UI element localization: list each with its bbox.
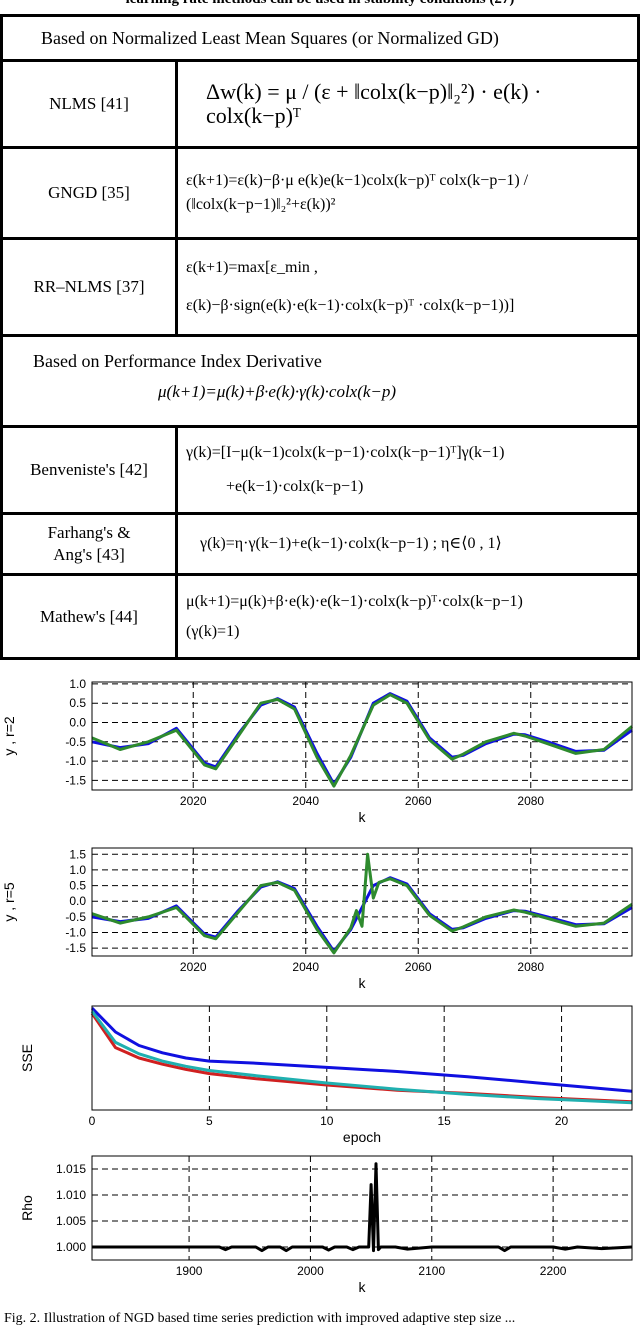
table-section-header: Based on Normalized Least Mean Squares (… bbox=[3, 17, 637, 59]
formula-text: ε(k+1)=ε(k)−β·μ e(k)e(k−1)colx(k−p)ᵀ col… bbox=[186, 172, 529, 213]
plot-frame bbox=[91, 1005, 633, 1111]
plot-frame bbox=[91, 1155, 633, 1261]
figure-caption: Fig. 2. Illustration of NGD based time s… bbox=[4, 1311, 516, 1325]
section-title: Based on Performance Index Derivative bbox=[33, 351, 322, 371]
x-axis-label: k bbox=[359, 1279, 367, 1295]
y-axis-label: y , r=5 bbox=[1, 882, 17, 922]
method-name: Mathew's [44] bbox=[3, 576, 175, 657]
top-caption: learning rate methods can be used in sta… bbox=[0, 0, 640, 8]
method-formula: ε(k+1)=ε(k)−β·μ e(k)e(k−1)colx(k−p)ᵀ col… bbox=[178, 149, 637, 237]
chart-svg: 2020 2040 2060 2080 1.5 1.0 0.50.0 -0.5 -1.0-1.5… bbox=[1, 847, 633, 991]
formula-line: ε(k+1)=max[ε_min , bbox=[186, 259, 318, 276]
y-tick-label: 1.010 bbox=[56, 1188, 86, 1202]
y-tick-label: 1.015 bbox=[56, 1162, 86, 1176]
formula-line: μ(k+1)=μ(k)+β·e(k)·e(k−1)·colx(k−p)ᵀ·col… bbox=[186, 592, 523, 610]
series-line bbox=[91, 852, 633, 955]
formula-line: +e(k−1)·colx(k−p−1) bbox=[226, 478, 364, 495]
x-tick-label: 2020 bbox=[180, 960, 207, 974]
method-name: GNGD [35] bbox=[3, 149, 175, 237]
x-tick-label: 2060 bbox=[405, 960, 432, 974]
y-tick-label: 0.0 bbox=[69, 894, 86, 908]
x-axis-label: k bbox=[359, 975, 367, 991]
method-name: Farhang's & Ang's [43] bbox=[3, 515, 175, 573]
y-tick-label: 0.5 bbox=[69, 879, 86, 893]
method-name: RR–NLMS [37] bbox=[3, 240, 175, 334]
chart-rho: 1900 2000 2100 2200 1.015 1.010 1.005 1.000 k Rho bbox=[0, 1150, 640, 1308]
x-axis-label: epoch bbox=[343, 1129, 381, 1145]
y-axis-label: Rho bbox=[19, 1195, 35, 1221]
x-tick-label: 20 bbox=[555, 1114, 569, 1128]
plot-frame bbox=[91, 681, 633, 791]
y-tick-label: -1.5 bbox=[65, 773, 86, 787]
chart-svg: 2020 2040 2060 2080 1.0 0.5 0.0 -0.5 -1.0 -1.5 k y … bbox=[1, 677, 633, 825]
method-name-line: Ang's [43] bbox=[53, 545, 125, 564]
table-section-header: Based on Performance Index Derivative μ(… bbox=[3, 337, 637, 425]
formula-text: Δw(k) = μ / (ε + ‖colx(k−p)‖₂²) · e(k) ·… bbox=[206, 79, 542, 128]
y-tick-label: -1.0 bbox=[65, 754, 86, 768]
section-formula: μ(k+1)=μ(k)+β·e(k)·γ(k)·colx(k−p) bbox=[158, 382, 397, 401]
x-tick-label: 2100 bbox=[418, 1264, 445, 1278]
x-tick-label: 2080 bbox=[517, 794, 544, 808]
method-formula: γ(k)=η·γ(k−1)+e(k−1)·colx(k−p−1) ; η∈⟨0 … bbox=[178, 515, 637, 573]
y-axis-label: SSE bbox=[19, 1044, 35, 1072]
y-tick-label: -0.5 bbox=[65, 910, 86, 924]
y-tick-label: 0.5 bbox=[69, 696, 86, 710]
series-line bbox=[90, 1007, 633, 1093]
chart-svg: 0 5 10 15 20 epoch SSE bbox=[19, 1005, 633, 1145]
method-name: Benveniste's [42] bbox=[3, 428, 175, 512]
y-tick-label: 1.5 bbox=[69, 847, 86, 861]
method-formula: Δw(k) = μ / (ε + ‖colx(k−p)‖₂²) · e(k) ·… bbox=[178, 62, 637, 146]
method-name-line: Farhang's & bbox=[47, 523, 131, 542]
y-tick-label: 0.0 bbox=[69, 716, 86, 730]
learning-rate-table: Based on Normalized Least Mean Squares (… bbox=[0, 14, 640, 660]
y-tick-label: 1.0 bbox=[69, 677, 86, 691]
x-tick-label: 2040 bbox=[292, 794, 319, 808]
series-line bbox=[90, 1010, 633, 1105]
formula-line: γ(k)=[I−μ(k−1)colx(k−p−1)·colx(k−p−1)ᵀ]γ… bbox=[186, 444, 505, 461]
series-line bbox=[90, 1012, 633, 1104]
x-tick-label: 5 bbox=[206, 1114, 213, 1128]
formula-line: ε(k)−β·sign(e(k)·e(k−1)·colx(k−p)ᵀ ·colx… bbox=[186, 297, 515, 314]
y-tick-label: -0.5 bbox=[65, 735, 86, 749]
plot-frame bbox=[91, 847, 633, 957]
x-tick-label: 2200 bbox=[540, 1264, 567, 1278]
y-tick-label: 1.000 bbox=[56, 1240, 86, 1254]
chart-svg: 1900 2000 2100 2200 1.015 1.010 1.005 1.000 k Rho bbox=[19, 1155, 633, 1295]
method-formula: ε(k+1)=max[ε_min , ε(k)−β·sign(e(k)·e(k−… bbox=[178, 240, 637, 334]
x-axis-label: k bbox=[359, 809, 367, 825]
x-tick-label: 15 bbox=[437, 1114, 451, 1128]
y-axis-label: y , r=2 bbox=[1, 716, 17, 756]
chart-sse: 0 5 10 15 20 epoch SSE bbox=[0, 1000, 640, 1150]
method-formula: μ(k+1)=μ(k)+β·e(k)·e(k−1)·colx(k−p)ᵀ·col… bbox=[178, 576, 637, 657]
formula-line: (γ(k)=1) bbox=[186, 622, 240, 640]
method-formula: γ(k)=[I−μ(k−1)colx(k−p−1)·colx(k−p−1)ᵀ]γ… bbox=[178, 428, 637, 512]
x-tick-label: 2060 bbox=[405, 794, 432, 808]
x-tick-label: 2000 bbox=[297, 1264, 324, 1278]
y-tick-label: 1.0 bbox=[69, 863, 86, 877]
y-tick-label: -1.5 bbox=[65, 941, 86, 955]
x-tick-label: 2040 bbox=[292, 960, 319, 974]
method-name: NLMS [41] bbox=[3, 62, 175, 146]
formula-text: γ(k)=η·γ(k−1)+e(k−1)·colx(k−p−1) ; η∈⟨0 … bbox=[200, 535, 502, 552]
y-tick-label: -1.0 bbox=[65, 926, 86, 940]
x-tick-label: 0 bbox=[89, 1114, 96, 1128]
x-tick-label: 2080 bbox=[517, 960, 544, 974]
y-tick-label: 1.005 bbox=[56, 1214, 86, 1228]
x-tick-label: 2020 bbox=[180, 794, 207, 808]
x-tick-label: 1900 bbox=[176, 1264, 203, 1278]
series-line bbox=[91, 693, 633, 788]
chart-prediction-r5: 2020 2040 2060 2080 1.5 1.0 0.5 0.0 -0.5 -1.0 -1.5… bbox=[0, 838, 640, 998]
series-line bbox=[91, 692, 633, 786]
x-tick-label: 10 bbox=[320, 1114, 334, 1128]
chart-prediction-r2: 2020 2040 2060 2080 1.0 0.5 0.0 -0.5 -1.0 -1.5 k y … bbox=[0, 672, 640, 832]
series-line bbox=[92, 1162, 633, 1253]
